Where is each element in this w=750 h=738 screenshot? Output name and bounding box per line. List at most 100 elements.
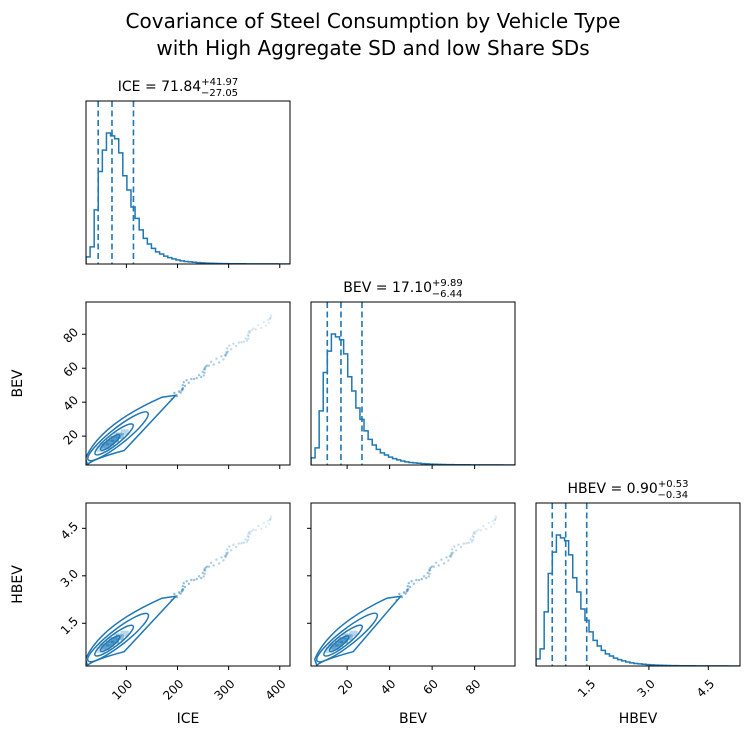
scatter-point-64	[492, 522, 496, 525]
scatter-point-25	[204, 365, 208, 368]
scatter-point-11	[408, 585, 412, 589]
density-cell-2	[106, 640, 115, 647]
scatter-point-49	[245, 540, 249, 543]
scatter-point-37	[225, 551, 228, 555]
scatter-point-40	[226, 350, 230, 353]
scatter-point-54	[473, 530, 476, 534]
scatter-point-44	[234, 344, 238, 348]
panel-title-plus-ice: +41.97	[201, 77, 238, 88]
scatter-point-24	[203, 368, 207, 371]
scatter-point-43	[232, 543, 235, 546]
scatter-point-47	[242, 340, 245, 343]
scatter-point-46	[240, 341, 243, 344]
outer-contour	[313, 595, 403, 666]
scatter-point-61	[262, 320, 265, 324]
scatter-point-13	[187, 582, 190, 586]
frame-hbev	[535, 502, 741, 667]
scatter-point-58	[254, 328, 257, 331]
scatter-point-22	[203, 371, 206, 374]
panel-title-minus-ice: −27.05	[201, 88, 238, 99]
scatter-point-14	[415, 578, 418, 582]
scatter-point-34	[223, 554, 227, 558]
scatter-point-51	[472, 538, 475, 541]
xtick-label-ice-2: 300	[211, 677, 237, 703]
scatter-point-66	[269, 518, 272, 522]
xtick-label-ice-3: 400	[263, 677, 289, 703]
scatter-point-21	[428, 569, 431, 572]
scatter-point-67	[269, 517, 272, 520]
scatter-point-35	[224, 354, 227, 358]
scatter-point-42	[454, 549, 458, 552]
scatter-point-31	[217, 361, 221, 364]
scatter-point-44	[459, 545, 463, 549]
scatter-point-41	[453, 545, 456, 548]
scatter-point-62	[489, 525, 493, 528]
scatter-point-20	[202, 575, 205, 578]
scatter-point-8	[181, 584, 184, 588]
scatter-point-56	[475, 529, 478, 533]
x-axis-label-ice: ICE	[177, 711, 200, 727]
scatter-point-26	[430, 565, 434, 568]
scatter-point-29	[437, 564, 440, 567]
scatter-point-9	[181, 387, 185, 390]
scatter-point-7	[181, 388, 184, 391]
scatter-point-21	[203, 569, 206, 572]
scatter-point-13	[187, 381, 190, 385]
scatter-point-52	[472, 532, 475, 535]
scatter-point-38	[450, 552, 453, 556]
scatter-point-14	[190, 377, 193, 381]
scatter-point-69	[270, 516, 273, 519]
scatter-point-50	[246, 534, 249, 538]
scatter-point-12	[185, 379, 188, 382]
density-cell-1	[101, 442, 110, 449]
ytick-label-bev-0: 20	[60, 427, 81, 448]
scatter-point-47	[242, 541, 245, 544]
scatter-point-12	[185, 580, 188, 583]
scatter-point-33	[222, 559, 225, 562]
scatter-point-4	[179, 391, 182, 394]
ytick-label-bev-2: 60	[60, 359, 81, 380]
scatter-point-27	[207, 364, 211, 367]
scatter-point-10	[407, 582, 410, 585]
scatter-point-36	[450, 553, 453, 557]
scatter-point-30	[215, 357, 218, 360]
frame-bev	[310, 301, 516, 466]
scatter-point-61	[487, 521, 490, 525]
density-cell-2	[335, 640, 344, 647]
scatter-point-9	[181, 588, 185, 591]
scatter-point-23	[203, 366, 206, 369]
scatter-point-18	[200, 576, 203, 580]
scatter-point-51	[247, 337, 250, 340]
ytick-label-hbev-0: 1.5	[58, 614, 81, 637]
scatter-point-7	[406, 589, 409, 592]
panel-title-hbev: HBEV = 0.90+0.53 −0.34	[567, 479, 688, 501]
scatter-point-19	[201, 571, 204, 575]
scatter-point-29	[212, 363, 215, 366]
histogram-ice	[86, 132, 290, 264]
scatter-point-35	[449, 555, 452, 559]
scatter-point-38	[225, 351, 228, 355]
scatter-point-57	[252, 528, 255, 531]
scatter-point-55	[248, 532, 252, 535]
scatter-point-10	[182, 582, 185, 585]
scatter-point-8	[181, 383, 184, 387]
scatter-point-57	[477, 528, 480, 531]
scatter-point-59	[482, 524, 485, 528]
scatter-point-18	[425, 576, 428, 580]
density-cell-1	[330, 643, 339, 650]
scatter-point-18	[200, 375, 203, 379]
outer-contour	[86, 595, 178, 666]
scatter-point-39	[225, 548, 229, 551]
scatter-point-0	[170, 397, 173, 401]
scatter-point-4	[404, 592, 407, 595]
scatter-point-1	[398, 592, 401, 596]
scatter-point-9	[406, 588, 410, 591]
density-cell-7	[120, 429, 129, 436]
panel-title-main-ice: ICE = 71.84	[118, 79, 202, 95]
scatter-point-26	[205, 364, 209, 367]
scatter-point-31	[442, 562, 446, 565]
xtick-label-bev-3: 80	[463, 677, 484, 698]
scatter-panel-hbev-vs-ice	[85, 502, 291, 667]
scatter-point-32	[220, 556, 223, 559]
